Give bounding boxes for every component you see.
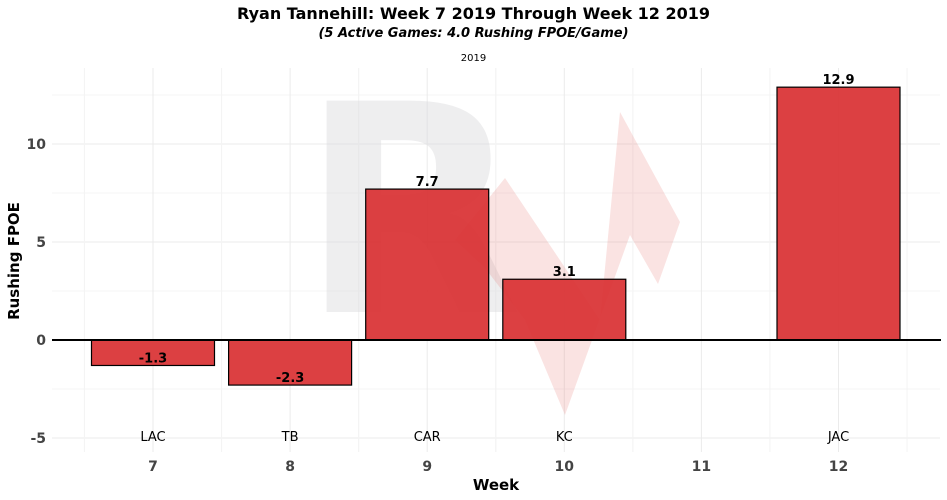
- y-axis-ticks: -5 0 5 10: [27, 137, 47, 447]
- bar-week-7: [90, 339, 216, 367]
- x-tick-label: 7: [148, 459, 158, 475]
- watermark-zigzag: [455, 112, 680, 415]
- value-label-week-9: 7.7: [416, 175, 439, 190]
- opponent-label-week-7: LAC: [140, 430, 165, 445]
- value-label-week-10: 3.1: [553, 265, 576, 280]
- bar-week-8: [228, 339, 353, 386]
- bars: [90, 86, 901, 386]
- y-tick-label: 5: [36, 235, 46, 251]
- y-tick-label: 0: [36, 333, 46, 349]
- x-tick-label: 10: [555, 459, 575, 475]
- bar-week-12: [776, 86, 901, 341]
- bar-week-9: [365, 188, 490, 341]
- value-label-week-12: 12.9: [822, 73, 854, 88]
- bar-week-10: [502, 278, 627, 341]
- opponent-labels: LAC TB CAR KC JAC: [140, 430, 849, 445]
- watermark-logo: R: [300, 44, 680, 415]
- x-tick-label: 9: [422, 459, 432, 475]
- value-label-week-7: -1.3: [139, 351, 167, 366]
- y-tick-label: -5: [30, 431, 46, 447]
- opponent-label-week-8: TB: [281, 430, 299, 445]
- opponent-label-week-10: KC: [556, 430, 573, 445]
- value-labels: -1.3 -2.3 7.7 3.1 12.9: [139, 73, 855, 386]
- x-tick-label: 11: [692, 459, 711, 475]
- x-axis-label: Week: [473, 476, 520, 494]
- facet-label: 2019: [460, 53, 487, 64]
- chart-subtitle: (5 Active Games: 4.0 Rushing FPOE/Game): [318, 26, 629, 41]
- opponent-label-week-12: JAC: [827, 430, 849, 445]
- chart-title: Ryan Tannehill: Week 7 2019 Through Week…: [236, 4, 711, 23]
- value-label-week-8: -2.3: [276, 371, 304, 386]
- y-tick-label: 10: [27, 137, 47, 153]
- y-axis-label: Rushing FPOE: [5, 202, 23, 320]
- x-tick-label: 8: [285, 459, 295, 475]
- x-tick-label: 12: [829, 459, 848, 475]
- x-axis-ticks: 7 8 9 10 11 12: [148, 459, 848, 475]
- opponent-label-week-9: CAR: [414, 430, 441, 445]
